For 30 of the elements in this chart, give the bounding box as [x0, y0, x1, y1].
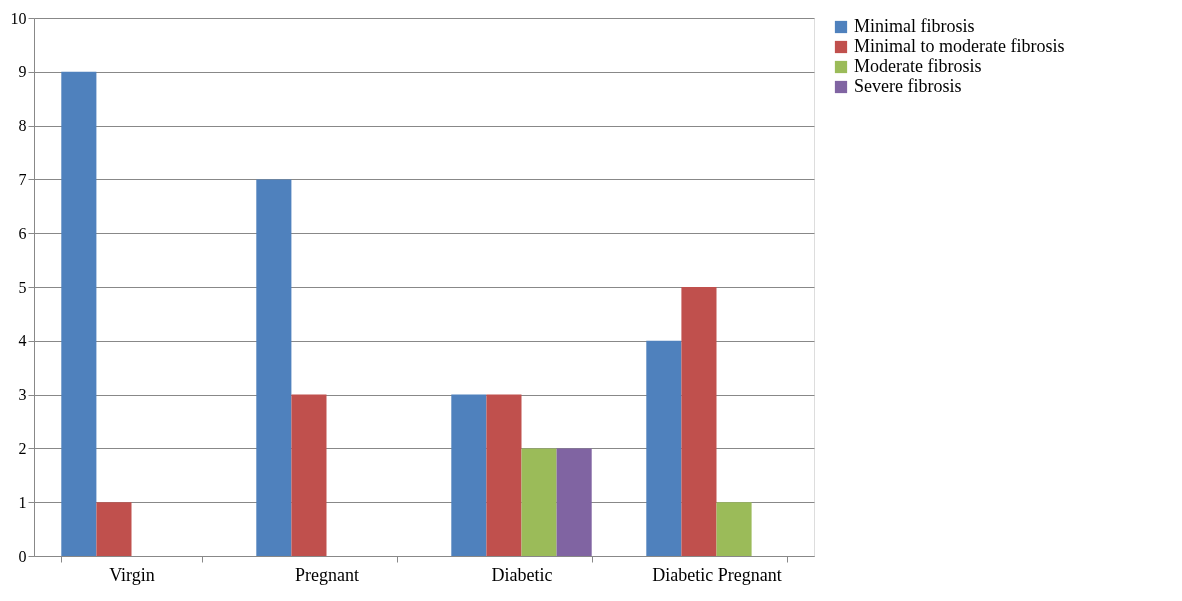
y-tick-label: 10: [10, 9, 27, 27]
y-tick-label: 9: [18, 63, 27, 81]
bar: [486, 394, 522, 556]
bar: [681, 287, 717, 556]
y-tick-label: 2: [18, 439, 27, 457]
x-tick-label: Diabetic Pregnant: [652, 564, 782, 585]
legend-label: Minimal to moderate fibrosis: [854, 36, 1065, 56]
y-tick-label: 8: [18, 117, 27, 135]
y-tick-label: 4: [18, 332, 27, 350]
bar: [61, 71, 97, 556]
bar: [521, 448, 557, 556]
y-tick-label: 5: [18, 278, 27, 296]
bar: [451, 394, 487, 556]
y-tick-label: 0: [18, 547, 27, 565]
y-tick-label: 7: [18, 170, 27, 188]
y-tick-label: 1: [18, 493, 27, 511]
bar: [556, 448, 592, 556]
legend-label: Severe fibrosis: [854, 76, 962, 96]
x-tick-label: Diabetic: [491, 564, 553, 585]
bar: [291, 394, 327, 556]
bar: [256, 179, 292, 556]
x-tick-label: Virgin: [109, 564, 155, 585]
y-tick-label: 6: [18, 224, 27, 242]
legend-label: Moderate fibrosis: [854, 56, 982, 76]
legend-label: Minimal fibrosis: [854, 16, 975, 36]
bar: [96, 502, 132, 556]
x-tick-label: Pregnant: [295, 564, 359, 585]
y-tick-label: 3: [18, 386, 27, 404]
bar: [716, 502, 752, 556]
bar: [646, 340, 682, 556]
